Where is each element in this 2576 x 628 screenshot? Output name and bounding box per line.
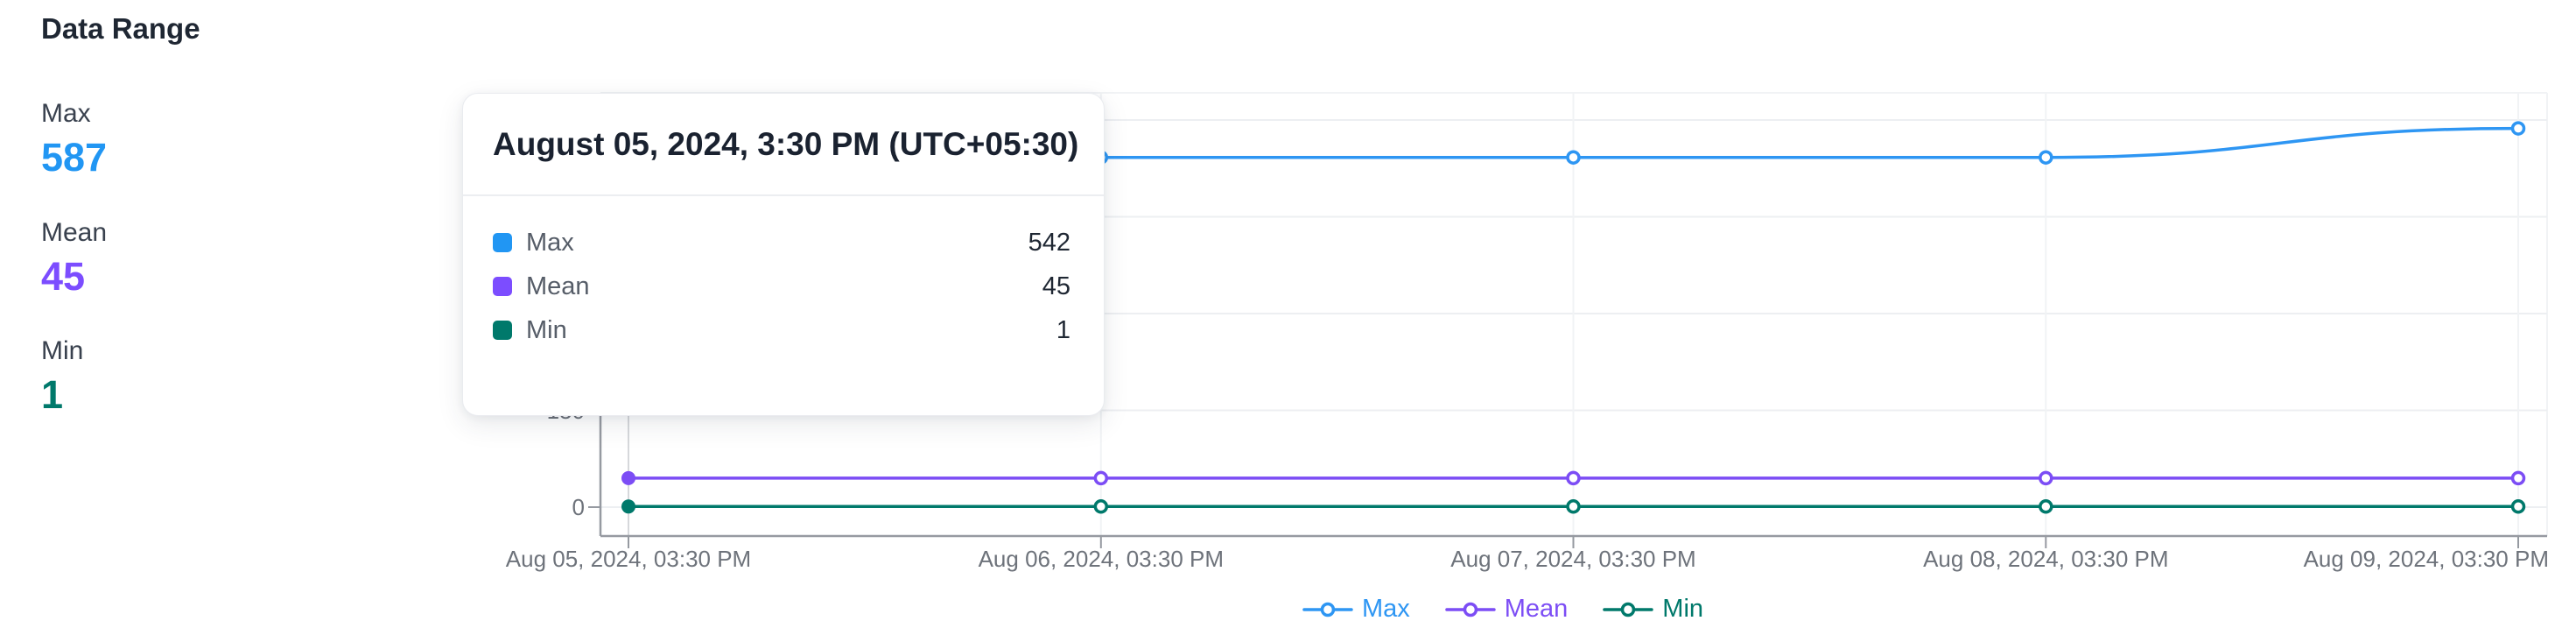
stat-value-max: 587 bbox=[41, 135, 108, 180]
x-axis-label-2: Aug 07, 2024, 03:30 PM bbox=[1450, 546, 1696, 572]
series-color-swatch-max bbox=[493, 233, 512, 252]
stat-label-max: Max bbox=[41, 99, 91, 128]
data-point-mean-0[interactable] bbox=[621, 470, 635, 485]
tooltip-title: August 05, 2024, 3:30 PM (UTC+05:30) bbox=[493, 125, 1079, 162]
tooltip-row-label-max: Max bbox=[526, 228, 574, 257]
data-point-min-3[interactable] bbox=[2039, 499, 2053, 514]
stat-label-mean: Mean bbox=[41, 218, 108, 247]
data-point-mean-1[interactable] bbox=[1093, 470, 1109, 486]
data-point-mean-4[interactable] bbox=[2510, 470, 2526, 486]
legend-line-marker-icon-max bbox=[1302, 602, 1353, 617]
series-color-swatch-mean bbox=[493, 277, 512, 296]
legend-circle bbox=[1463, 602, 1478, 617]
tooltip-divider bbox=[463, 194, 1104, 196]
legend-circle bbox=[1621, 602, 1636, 617]
tooltip-row-min: Min 1 bbox=[493, 308, 1070, 352]
tooltip-row-value-min: 1 bbox=[1056, 315, 1070, 344]
chart-legend: Max Mean Min bbox=[1302, 595, 1703, 624]
y-axis-label-0: 0 bbox=[572, 494, 585, 520]
legend-circle bbox=[1320, 602, 1336, 617]
legend-label-mean: Mean bbox=[1504, 595, 1569, 623]
x-axis-label-1: Aug 06, 2024, 03:30 PM bbox=[978, 546, 1225, 572]
tooltip-row-label-min: Min bbox=[526, 315, 567, 344]
data-point-max-4[interactable] bbox=[2510, 121, 2526, 136]
legend-line-marker-icon-mean bbox=[1445, 602, 1496, 617]
data-point-mean-3[interactable] bbox=[2039, 470, 2053, 486]
data-point-min-0[interactable] bbox=[621, 499, 635, 514]
series-line-max[interactable] bbox=[627, 126, 2520, 159]
data-point-max-3[interactable] bbox=[2039, 150, 2053, 165]
legend-item-min[interactable]: Min bbox=[1603, 595, 1703, 624]
stat-mean: Mean 45 bbox=[41, 217, 107, 300]
tooltip-rows: Max 542 Mean 45 Min 1 bbox=[463, 196, 1104, 352]
chart-tooltip: August 05, 2024, 3:30 PM (UTC+05:30) Max… bbox=[462, 93, 1105, 416]
x-axis-label-4: Aug 09, 2024, 03:30 PM bbox=[2303, 546, 2549, 572]
data-point-min-4[interactable] bbox=[2510, 499, 2526, 514]
tooltip-row-value-max: 542 bbox=[1028, 228, 1070, 257]
data-point-mean-2[interactable] bbox=[1566, 470, 1581, 486]
x-axis-label-0: Aug 05, 2024, 03:30 PM bbox=[505, 546, 752, 572]
tooltip-row-max: Max 542 bbox=[493, 221, 1070, 265]
legend-item-max[interactable]: Max bbox=[1302, 595, 1410, 624]
stat-min: Min 1 bbox=[41, 335, 83, 418]
x-axis-label-3: Aug 08, 2024, 03:30 PM bbox=[1923, 546, 2169, 572]
stat-value-mean: 45 bbox=[41, 254, 86, 299]
stat-value-min: 1 bbox=[41, 372, 64, 417]
data-point-min-1[interactable] bbox=[1093, 499, 1109, 514]
tooltip-row-mean: Mean 45 bbox=[493, 265, 1070, 308]
legend-label-max: Max bbox=[1361, 595, 1410, 623]
legend-item-mean[interactable]: Mean bbox=[1445, 595, 1569, 624]
tooltip-row-label-mean: Mean bbox=[526, 272, 590, 300]
page-title: Data Range bbox=[41, 12, 200, 45]
stat-label-min: Min bbox=[41, 336, 84, 365]
stat-max: Max 587 bbox=[41, 98, 107, 180]
tooltip-row-value-mean: 45 bbox=[1042, 272, 1070, 300]
data-point-max-2[interactable] bbox=[1566, 150, 1581, 165]
legend-label-min: Min bbox=[1662, 595, 1704, 623]
data-point-min-2[interactable] bbox=[1566, 499, 1581, 514]
legend-line-marker-icon-min bbox=[1603, 602, 1654, 617]
series-color-swatch-min bbox=[493, 321, 512, 340]
